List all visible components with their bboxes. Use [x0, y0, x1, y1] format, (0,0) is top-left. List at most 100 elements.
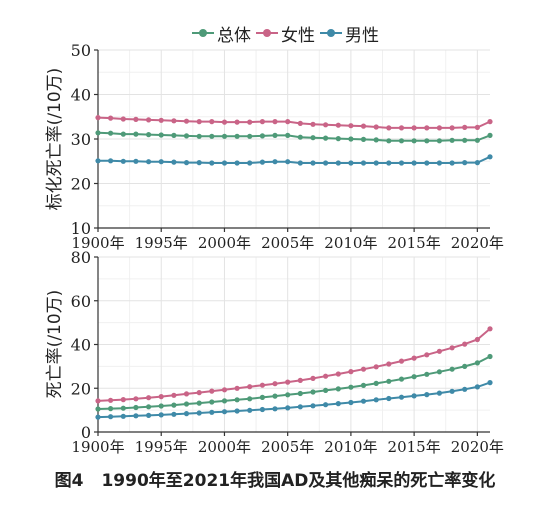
data-point	[386, 378, 392, 384]
data-point	[462, 160, 468, 166]
chart-legend: 总体 女性 男性	[0, 22, 550, 46]
data-point	[133, 131, 139, 137]
x-tick-label: 2020年	[451, 438, 504, 456]
data-point	[272, 406, 278, 412]
x-tick-label: 2010年	[324, 234, 377, 252]
data-point	[348, 399, 354, 406]
data-point	[133, 158, 139, 164]
data-point	[95, 158, 101, 164]
data-point	[247, 407, 253, 413]
data-point	[424, 392, 430, 398]
data-point	[234, 385, 240, 391]
data-point	[120, 397, 126, 403]
x-tick-label: 1900年	[71, 438, 124, 456]
data-point	[386, 160, 392, 166]
data-point	[183, 411, 190, 417]
x-tick-label: 2015年	[388, 438, 441, 456]
data-point	[462, 124, 468, 130]
data-point	[335, 160, 341, 166]
data-point	[221, 398, 228, 404]
y-tick-label: 50	[71, 41, 91, 60]
data-point	[474, 160, 480, 166]
data-point	[120, 131, 126, 137]
data-point	[360, 382, 367, 388]
data-point	[335, 136, 341, 142]
data-point	[323, 135, 329, 141]
data-point	[449, 160, 455, 166]
legend-item: 男性	[320, 22, 379, 46]
data-point	[462, 386, 468, 392]
data-point	[398, 394, 405, 400]
data-point	[449, 366, 455, 372]
data-point	[398, 138, 405, 144]
data-point	[272, 132, 278, 138]
data-point	[196, 133, 202, 139]
data-point	[183, 118, 190, 124]
data-point	[158, 403, 164, 409]
data-point	[285, 132, 291, 138]
data-point	[183, 160, 190, 166]
data-point	[120, 413, 126, 419]
data-point	[146, 159, 152, 165]
data-point	[411, 138, 417, 144]
data-point	[424, 371, 430, 377]
data-point	[487, 380, 493, 386]
data-point	[310, 160, 316, 166]
data-point	[146, 395, 152, 401]
figure-caption: 图4 1990年至2021年我国AD及其他痴呆的死亡率变化	[0, 466, 550, 491]
data-point	[323, 122, 329, 128]
data-point	[487, 132, 493, 138]
data-point	[247, 133, 253, 139]
data-point	[487, 119, 493, 125]
legend-label: 男性	[345, 25, 379, 46]
y-tick-label: 30	[71, 130, 91, 149]
data-point	[183, 401, 190, 407]
data-point	[411, 393, 417, 399]
data-point	[171, 411, 177, 417]
data-point	[158, 412, 164, 418]
data-point	[474, 336, 480, 343]
data-point	[247, 160, 253, 166]
series-line	[98, 155, 491, 164]
data-point	[108, 414, 114, 420]
data-point	[348, 384, 354, 390]
data-point	[95, 398, 101, 404]
data-point	[259, 119, 265, 125]
data-point	[411, 160, 417, 166]
data-point	[297, 390, 303, 397]
y-tick-label: 40	[71, 86, 91, 105]
y-tick-label: 40	[71, 336, 91, 355]
data-point	[310, 135, 316, 141]
data-point	[424, 352, 430, 358]
data-point	[436, 369, 442, 375]
data-point	[411, 125, 417, 131]
data-point	[285, 379, 291, 385]
series-line	[97, 355, 491, 410]
data-point	[146, 412, 152, 418]
data-point	[297, 404, 303, 410]
x-tick-label: 2000年	[198, 438, 251, 456]
data-point	[285, 159, 291, 165]
data-point	[171, 159, 177, 165]
data-point	[234, 133, 240, 139]
data-point	[310, 375, 316, 381]
y-tick-label: 0	[81, 423, 91, 442]
x-tick-label: 1995年	[135, 438, 188, 456]
data-point	[183, 391, 190, 397]
data-point	[120, 405, 126, 411]
data-point	[449, 125, 455, 131]
data-point	[462, 341, 468, 347]
data-point	[146, 132, 152, 138]
data-point	[360, 398, 367, 404]
data-point	[386, 125, 392, 131]
data-point	[209, 119, 215, 125]
data-point	[209, 133, 215, 139]
y-axis-title: 标化死亡率(/10万)	[45, 68, 65, 211]
data-point	[323, 387, 329, 393]
data-point	[108, 115, 114, 121]
legend-swatch	[192, 26, 214, 40]
data-point	[310, 403, 316, 409]
data-point	[285, 119, 291, 125]
data-point	[108, 130, 114, 136]
